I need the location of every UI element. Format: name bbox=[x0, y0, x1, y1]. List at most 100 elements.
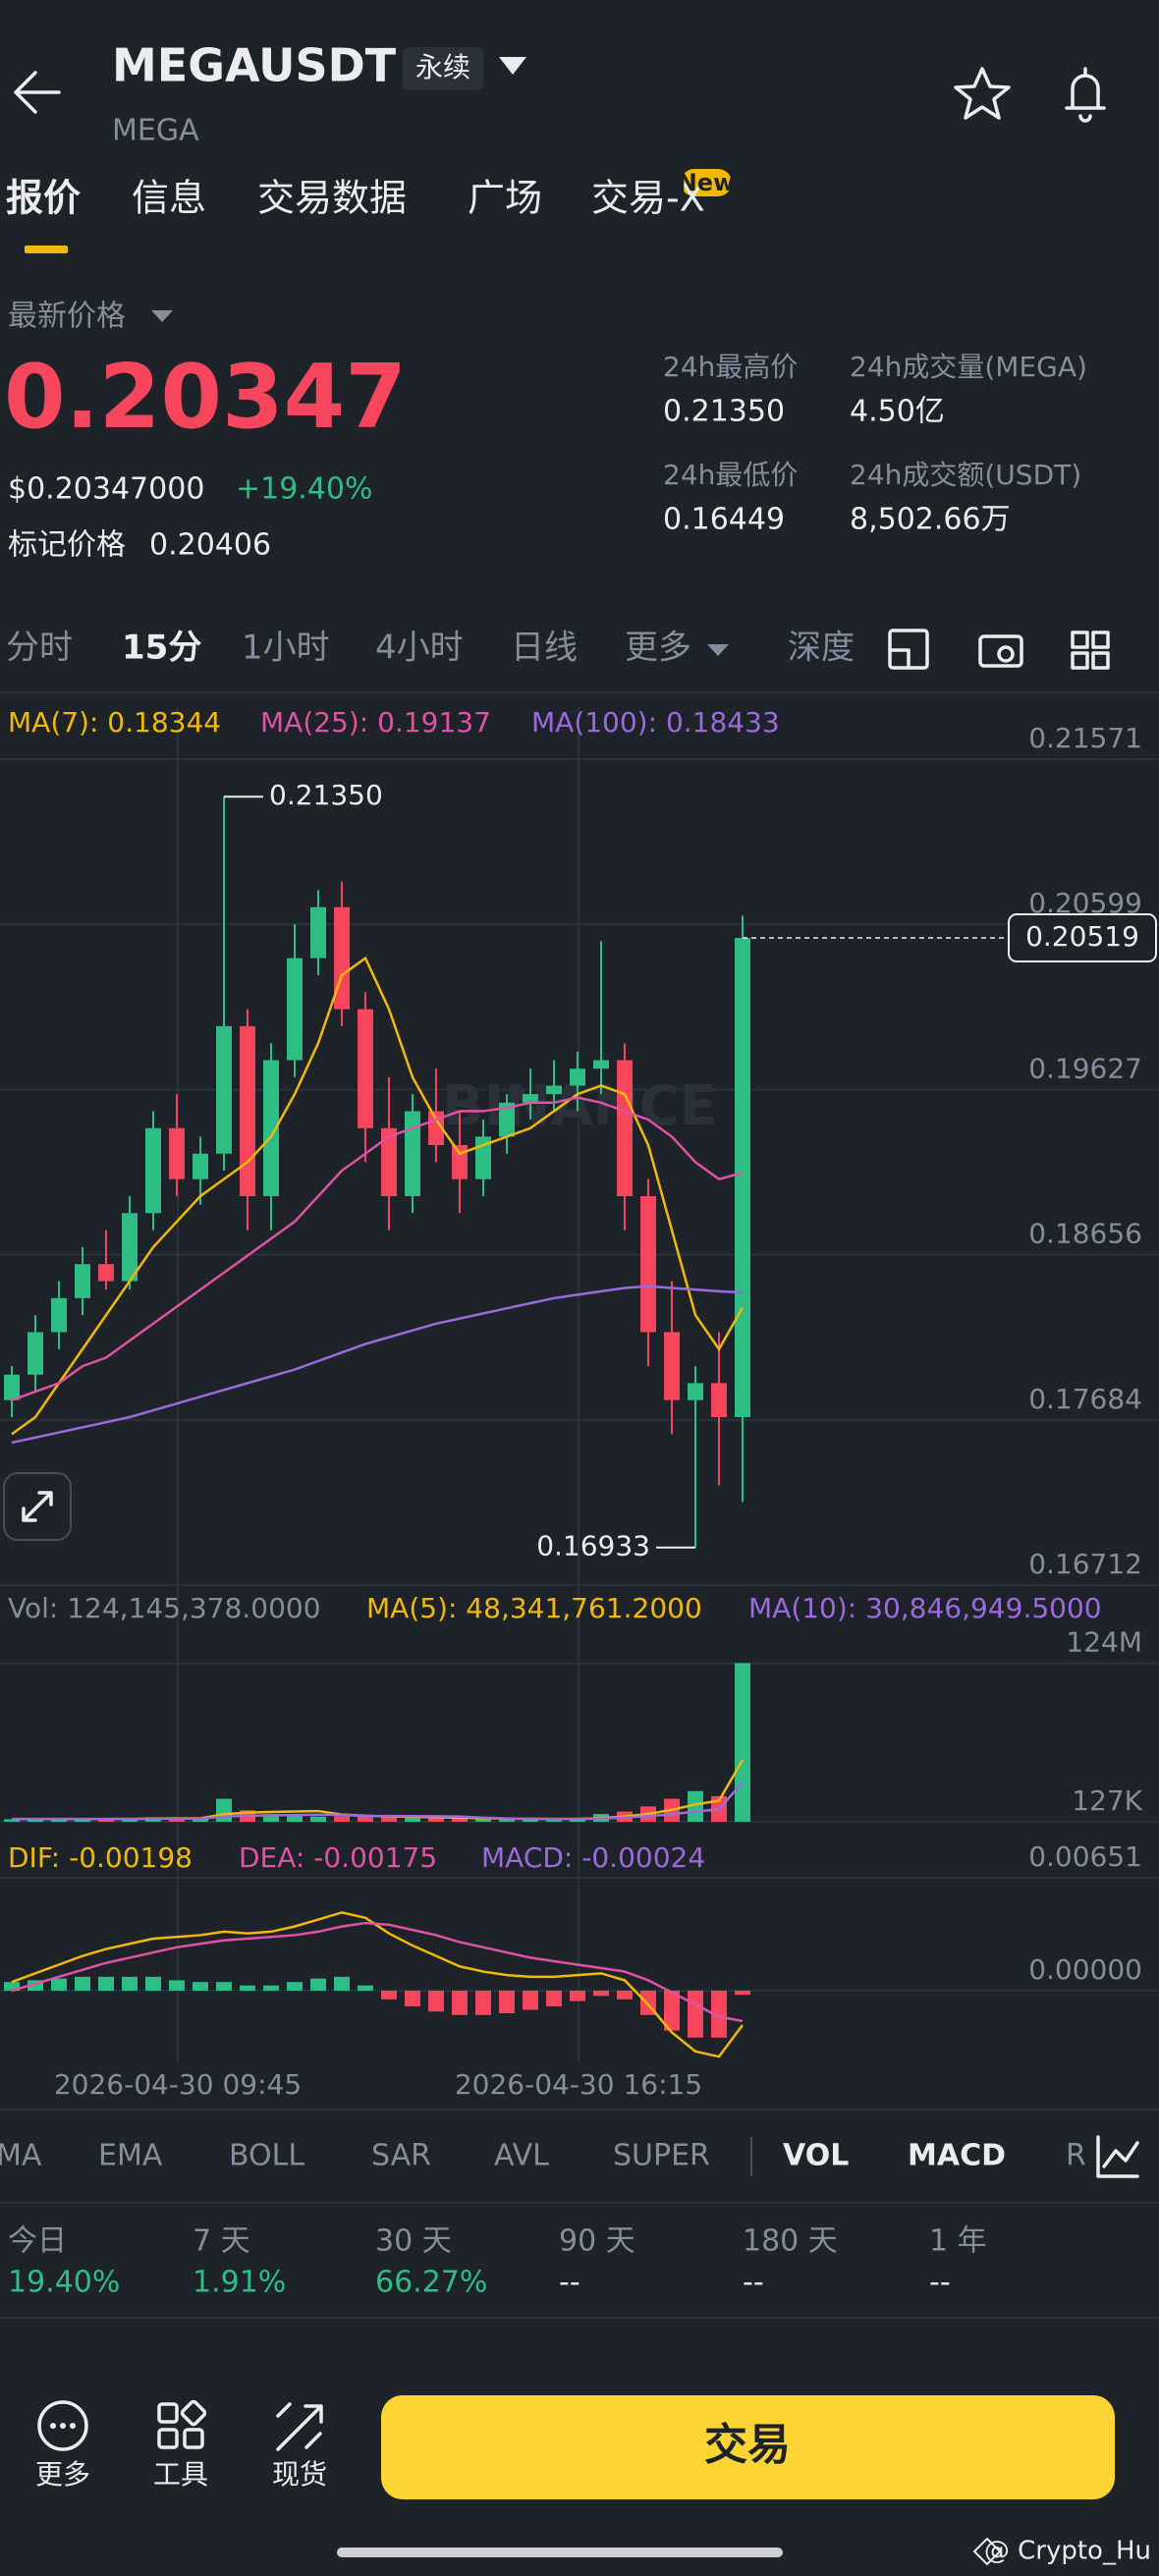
alert-icon[interactable] bbox=[1065, 67, 1106, 123]
tab[interactable]: 报价 bbox=[6, 177, 81, 220]
interval[interactable]: 分时 bbox=[6, 629, 73, 668]
chart-area: 0.215710.205990.196270.186560.176840.167… bbox=[0, 706, 1159, 2101]
tools-icon[interactable] bbox=[157, 2399, 207, 2449]
tool-icon-detail bbox=[888, 648, 911, 670]
indicator-tab[interactable]: MACD bbox=[908, 2139, 1006, 2173]
candle-body bbox=[570, 1069, 585, 1086]
change: +19.40% bbox=[236, 472, 373, 507]
tab[interactable]: 广场 bbox=[468, 177, 542, 220]
candle-body bbox=[98, 1264, 114, 1282]
volume-bar bbox=[499, 1819, 515, 1822]
period-value: -- bbox=[929, 2266, 951, 2300]
candle-body bbox=[617, 1060, 633, 1196]
interval[interactable]: 深度 bbox=[788, 629, 855, 668]
volume-bar bbox=[98, 1819, 114, 1822]
back-button[interactable] bbox=[14, 71, 61, 114]
indicator-tab[interactable]: SUPER bbox=[613, 2139, 710, 2173]
ma-line bbox=[11, 1096, 744, 1401]
interval[interactable]: 4小时 bbox=[375, 629, 464, 668]
watermark-text: @ Crypto_Hu bbox=[984, 2537, 1151, 2566]
layout-icon-part bbox=[1091, 651, 1110, 670]
tab[interactable]: 信息 bbox=[132, 177, 206, 220]
macd-bar bbox=[28, 1980, 43, 1992]
candle-body bbox=[51, 1297, 67, 1333]
legend-entry: MA(100): 0.18433 bbox=[531, 706, 780, 739]
more-icon[interactable] bbox=[37, 2400, 88, 2451]
price-dropdown[interactable] bbox=[151, 310, 173, 322]
volume-bar bbox=[452, 1818, 468, 1822]
nav-label[interactable]: 更多 bbox=[35, 2458, 90, 2491]
candle-body bbox=[711, 1383, 727, 1417]
interval[interactable]: 15分 bbox=[122, 629, 201, 668]
y-tick-label: 127K bbox=[1072, 1784, 1142, 1817]
stat-label: 24h最高价 bbox=[663, 351, 798, 383]
y-tick-label: 0.19627 bbox=[1028, 1052, 1142, 1084]
tab[interactable]: 交易-X bbox=[591, 177, 705, 220]
candle-body bbox=[122, 1213, 138, 1282]
settings-icon[interactable] bbox=[978, 634, 1023, 668]
indicator-tab[interactable]: BOLL bbox=[229, 2139, 304, 2173]
volume-bar bbox=[688, 1790, 703, 1822]
layout-icon[interactable] bbox=[1071, 630, 1089, 649]
indicator-tab[interactable]: MA bbox=[0, 2139, 42, 2173]
period-label: 30 天 bbox=[375, 2224, 452, 2259]
indicator-tab[interactable]: R bbox=[1066, 2139, 1086, 2173]
favorite-icon[interactable] bbox=[954, 67, 1011, 120]
legend-entry: DIF: -0.00198 bbox=[8, 1841, 193, 1874]
legend-entry: MA(10): 30,846,949.5000 bbox=[748, 1592, 1102, 1624]
indicator-tab[interactable]: VOL bbox=[783, 2139, 849, 2173]
macd-bar bbox=[688, 1991, 703, 2038]
nav-label[interactable]: 工具 bbox=[153, 2458, 208, 2491]
volume-bar bbox=[51, 1819, 67, 1822]
candle-body bbox=[735, 938, 750, 1417]
grid-cell bbox=[157, 2402, 179, 2424]
mark-price: 0.20406 bbox=[149, 528, 271, 563]
badge: 永续 bbox=[415, 51, 470, 83]
stat-label: 24h成交量(MEGA) bbox=[850, 351, 1087, 383]
macd-label: MACD: -0.00024 bbox=[481, 1841, 705, 1874]
macd-line bbox=[11, 1911, 745, 2058]
candle-body bbox=[263, 1060, 279, 1196]
badge-bg bbox=[403, 47, 483, 90]
volume-bar bbox=[570, 1818, 585, 1822]
macd-line bbox=[11, 1921, 744, 2023]
macd-bar bbox=[570, 1991, 585, 2001]
candle-body bbox=[240, 1025, 255, 1196]
dropdown-arrow[interactable] bbox=[499, 57, 526, 75]
period-label: 180 天 bbox=[743, 2224, 838, 2259]
stat-value: 0.16449 bbox=[663, 503, 785, 537]
legend-entry: MA(25): 0.19137 bbox=[260, 706, 491, 739]
interval[interactable]: 1小时 bbox=[242, 629, 330, 668]
spot-icon[interactable] bbox=[276, 2402, 323, 2451]
legend-entry: MA(5): 48,341,761.2000 bbox=[366, 1592, 702, 1624]
indicator-tab[interactable]: SAR bbox=[371, 2139, 431, 2173]
chart-tools bbox=[888, 629, 1110, 670]
volume-bar bbox=[4, 1819, 20, 1822]
macd-bar bbox=[593, 1991, 609, 1997]
interval[interactable]: 更多 bbox=[625, 629, 691, 668]
macd-bar bbox=[711, 1991, 727, 2038]
ma-line bbox=[11, 956, 745, 1436]
legend-entry: DEA: -0.00175 bbox=[239, 1841, 437, 1874]
nav-label[interactable]: 现货 bbox=[272, 2458, 327, 2491]
interval[interactable]: 日线 bbox=[511, 629, 578, 668]
mark-label: 标记价格 bbox=[8, 528, 126, 563]
candle-body bbox=[75, 1264, 90, 1298]
indicator-settings[interactable] bbox=[1096, 2135, 1139, 2178]
ma-line bbox=[11, 1285, 744, 1445]
trade-label: 交易 bbox=[704, 2420, 791, 2470]
volume-bar bbox=[475, 1819, 491, 1822]
trade-button[interactable] bbox=[381, 2395, 1115, 2499]
y-tick-label: 0.00000 bbox=[1028, 1953, 1142, 1986]
subtitle: MEGA bbox=[112, 114, 199, 148]
macd-bar bbox=[240, 1985, 255, 1992]
volume-bar bbox=[381, 1817, 397, 1822]
title: MEGAUSDT bbox=[112, 39, 397, 92]
macd-bar bbox=[358, 1985, 373, 1992]
macd-bar bbox=[145, 1976, 161, 1992]
indicator-tab[interactable]: AVL bbox=[494, 2139, 549, 2173]
indicator-tab[interactable]: EMA bbox=[98, 2139, 163, 2173]
macd-bar bbox=[98, 1976, 114, 1992]
more-dropdown[interactable] bbox=[707, 644, 729, 656]
tab[interactable]: 交易数据 bbox=[257, 177, 407, 220]
